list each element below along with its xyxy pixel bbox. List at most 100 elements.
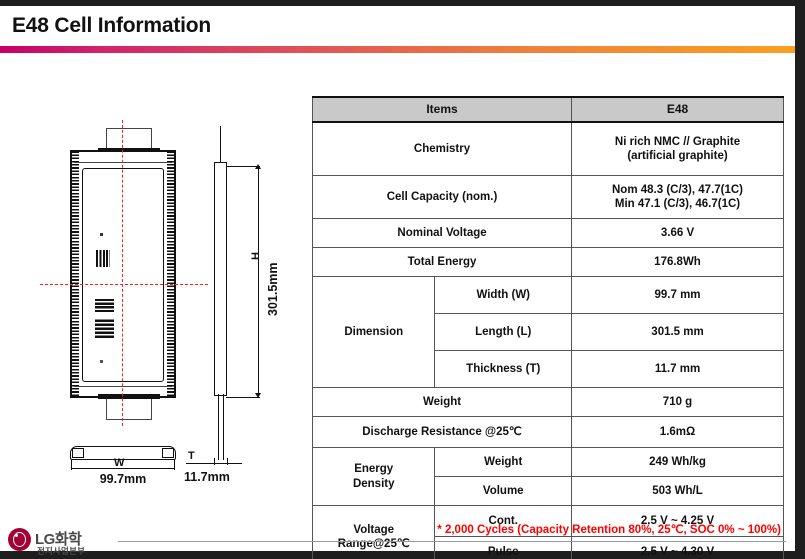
lg-face-outline [13,532,26,547]
lg-chem-logo: LG화학 전지사업본부 [8,526,112,556]
row-nominal-voltage-value: 3.66 V [571,218,784,249]
thickness-value-label: 11.7mm [184,470,230,484]
row-resistance-item: Discharge Resistance @25℃ [311,416,573,449]
table-row: Voltage Range@25℃ Cont. 2.5 V ~ 4.25 V [311,505,784,559]
thickness-dim-line [210,463,242,464]
label-mark-text [96,250,110,267]
height-symbol-label: H [250,252,262,260]
window-top-border [0,0,805,6]
width-dim-line [71,468,175,469]
row-weight-value: 710 g [571,387,784,418]
width-symbol-label: W [114,457,125,469]
table-row: Nominal Voltage 3.66 V [311,218,784,249]
front-view [40,120,208,426]
row-vr-pulse-name: Pulse [434,536,573,559]
row-thickness-value: 11.7 mm [571,350,784,389]
row-ed-weight-value: 249 Wh/kg [571,447,784,478]
height-dim-extension-top [226,166,260,167]
lg-eye-dot [14,534,18,537]
page-title: E48 Cell Information [12,14,212,37]
left-edge-hatch [72,152,79,396]
table-row: Energy Density Weight 249 Wh/kg [311,447,784,507]
pouch-inner-outline [82,168,164,382]
height-dim-extension-bottom [226,397,260,398]
row-resistance-value: 1.6mΩ [571,416,784,449]
header-items: Items [311,95,573,124]
row-total-energy-value: 176.8Wh [571,247,784,278]
barcode-mark-lower [95,318,114,338]
bottom-view: W 99.7mm [62,442,184,490]
row-chemistry-value: Ni rich NMC // Graphite (artificial graph… [571,121,784,177]
height-value-label: 301.5mm [266,262,280,316]
table-row: Total Energy 176.8Wh [311,247,784,278]
row-ed-volume-value: 503 Wh/L [571,476,784,507]
width-dim-tick-right [174,460,175,470]
table-header-row: Items E48 [311,95,784,124]
height-dim-line [258,166,259,398]
bottom-terminal-base [98,394,160,399]
row-vr-pulse-value: 2.5 V ~ 4.30 V [571,536,784,559]
table-row: Dimension Width (W) 99.7 mm [311,276,784,389]
cell-body-outline [70,150,176,398]
cell-drawing-area: W 99.7mm H 301.5mm T 11.7mm [0,58,310,518]
side-bottom-tab-line-a [218,394,219,460]
group-dimension-label: Dimension [311,276,436,389]
thickness-ref-line [186,463,220,464]
table-row: Volume 503 Wh/L [313,476,784,507]
table-row: Length (L) 301.5 mm [313,313,784,352]
side-view: H 301.5mm T 11.7mm [184,120,296,484]
side-body-outline [214,162,227,396]
logo-name: LG화학 [35,531,82,548]
row-width-value: 99.7 mm [571,276,784,315]
vertical-centerline [122,120,123,426]
footnote-cycles: * 2,000 Cycles (Capacity Retention 80%, … [437,524,781,536]
horizontal-centerline [40,284,208,285]
row-capacity-value: Nom 48.3 (C/3), 47.7(1C) Min 47.1 (C/3), … [571,175,784,220]
bottom-terminal-tab [106,396,152,420]
row-ed-volume-name: Volume [434,476,573,507]
thickness-symbol-label: T [188,450,195,462]
table-row: Chemistry Ni rich NMC // Graphite (artifi… [311,121,784,177]
row-chemistry-item: Chemistry [311,121,573,177]
table-row: Discharge Resistance @25℃ 1.6mΩ [311,416,784,449]
row-vr-cont-name: Cont. [434,505,573,538]
barcode-mark-upper [95,298,114,312]
table-row: Weight 710 g [311,387,784,418]
footer-divider [118,541,786,542]
thickness-tick-right [227,458,228,465]
height-dim-arrow-bottom [255,393,261,398]
side-bottom-tab-line-b [223,394,224,460]
row-length-value: 301.5 mm [571,313,784,352]
label-mark-dot-bottom [100,360,103,363]
row-capacity-item: Cell Capacity (nom.) [311,175,573,220]
bottom-profile-cap-right [162,448,174,458]
row-thickness-name: Thickness (T) [434,350,573,389]
header-e48: E48 [571,95,784,124]
width-value-label: 99.7mm [99,472,147,486]
row-weight-item: Weight [311,387,573,418]
lg-symbol-icon [8,528,31,551]
slide-page: E48 Cell Information [0,6,795,559]
logo-subtitle: 전지사업본부 [37,546,86,556]
right-edge-hatch [167,152,174,396]
width-dim-tick-left [71,460,72,470]
window-right-border [795,0,805,559]
row-total-energy-item: Total Energy [311,247,573,278]
label-mark-dot-top [100,233,103,236]
height-dim-arrow-top [255,164,261,169]
inner-seal-line-top [74,162,172,164]
row-nominal-voltage-item: Nominal Voltage [311,218,573,249]
title-accent-bar [0,46,795,53]
row-length-name: Length (L) [434,313,573,352]
inner-seal-line-bottom [74,386,172,388]
cell-bottom-profile [70,446,176,460]
bottom-profile-cap-left [72,448,84,458]
table-row: Cell Capacity (nom.) Nom 48.3 (C/3), 47.… [311,175,784,220]
thickness-tick-left [214,458,215,465]
side-top-tab-line [220,126,221,164]
group-energy-density-label: Energy Density [311,447,436,507]
group-voltage-range-label: Voltage Range@25℃ [311,505,436,559]
table-row: Pulse 2.5 V ~ 4.30 V [313,536,784,559]
row-ed-weight-name: Weight [434,447,573,478]
